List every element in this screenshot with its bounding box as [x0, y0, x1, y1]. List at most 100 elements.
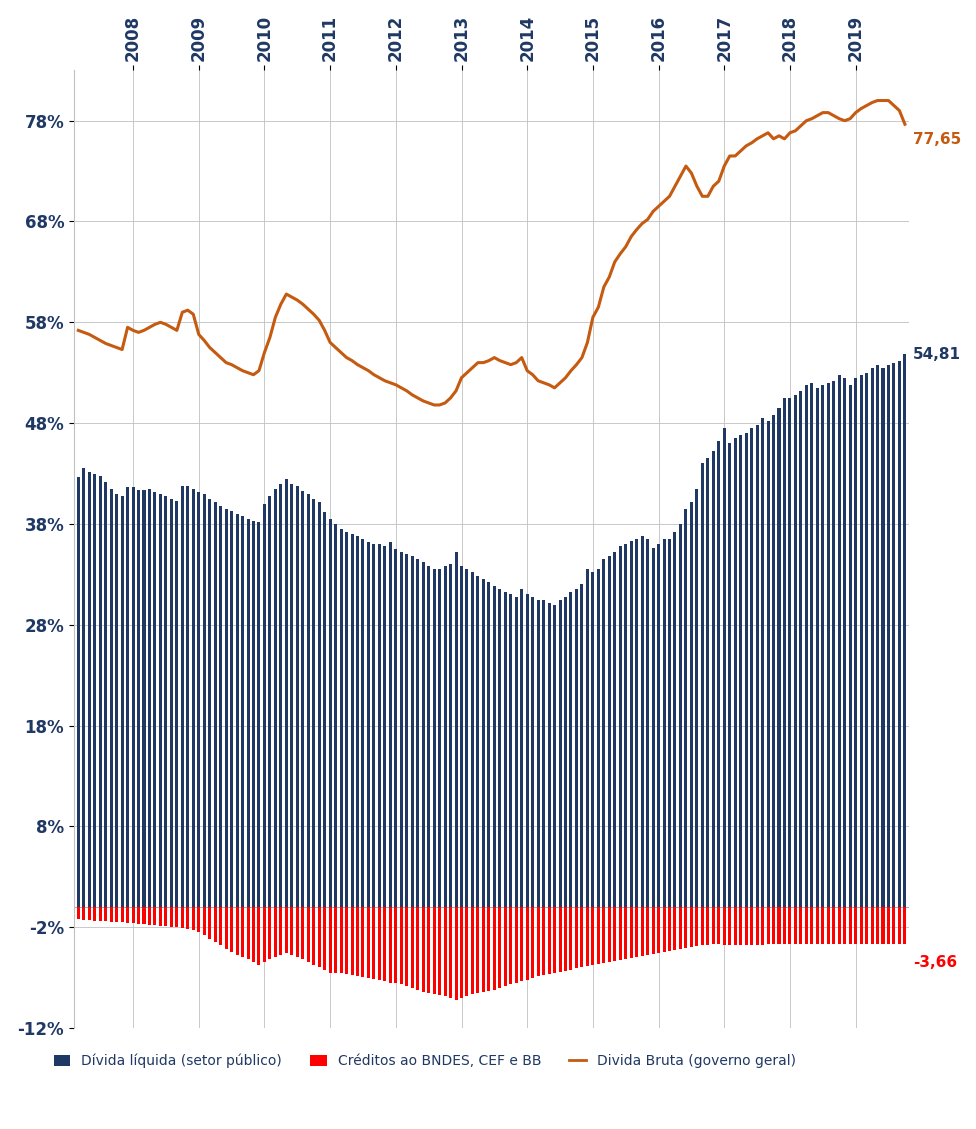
- Bar: [778, 907, 781, 944]
- Bar: [274, 489, 277, 907]
- Bar: [723, 428, 726, 907]
- Bar: [137, 907, 140, 925]
- Bar: [827, 383, 830, 907]
- Bar: [400, 552, 403, 907]
- Text: 77,65: 77,65: [914, 132, 961, 147]
- Bar: [690, 907, 693, 947]
- Bar: [892, 362, 895, 907]
- Bar: [438, 569, 441, 907]
- Bar: [581, 907, 584, 968]
- Bar: [751, 428, 753, 907]
- Bar: [224, 509, 227, 907]
- Bar: [302, 491, 305, 907]
- Bar: [679, 524, 682, 907]
- Bar: [432, 907, 435, 994]
- Bar: [181, 907, 183, 928]
- Bar: [783, 397, 786, 907]
- Bar: [499, 589, 502, 907]
- Bar: [499, 907, 502, 988]
- Bar: [810, 383, 813, 907]
- Bar: [755, 426, 758, 907]
- Bar: [701, 907, 704, 945]
- Bar: [892, 907, 895, 944]
- Bar: [816, 907, 819, 944]
- Bar: [837, 375, 840, 907]
- Bar: [630, 907, 632, 959]
- Bar: [241, 907, 244, 957]
- Bar: [482, 579, 485, 907]
- Bar: [285, 479, 288, 907]
- Bar: [263, 907, 265, 962]
- Bar: [235, 514, 238, 907]
- Bar: [220, 907, 223, 945]
- Bar: [821, 385, 825, 907]
- Bar: [460, 907, 463, 998]
- Bar: [77, 476, 80, 907]
- Bar: [471, 907, 474, 994]
- Bar: [176, 501, 179, 907]
- Bar: [230, 907, 233, 953]
- Bar: [312, 907, 315, 965]
- Bar: [860, 907, 863, 944]
- Bar: [537, 907, 540, 975]
- Bar: [394, 549, 397, 907]
- Bar: [279, 907, 282, 955]
- Bar: [723, 907, 726, 945]
- Bar: [340, 530, 343, 907]
- Bar: [602, 907, 605, 963]
- Bar: [564, 907, 567, 971]
- Bar: [734, 438, 737, 907]
- Bar: [455, 552, 458, 907]
- Bar: [635, 907, 638, 957]
- Bar: [208, 499, 211, 907]
- Bar: [214, 907, 217, 943]
- Bar: [482, 907, 485, 991]
- Bar: [608, 557, 611, 907]
- Bar: [679, 907, 682, 949]
- Bar: [668, 539, 671, 907]
- Bar: [476, 576, 479, 907]
- Bar: [263, 504, 265, 907]
- Legend: Dívida líquida (setor público), Créditos ao BNDES, CEF e BB, Divida Bruta (gover: Dívida líquida (setor público), Créditos…: [48, 1048, 801, 1074]
- Bar: [394, 907, 397, 982]
- Bar: [548, 603, 550, 907]
- Bar: [591, 572, 594, 907]
- Bar: [548, 907, 550, 973]
- Bar: [881, 368, 884, 907]
- Bar: [537, 599, 540, 907]
- Bar: [586, 569, 589, 907]
- Bar: [164, 907, 168, 926]
- Bar: [214, 501, 217, 907]
- Bar: [739, 907, 742, 945]
- Bar: [373, 544, 376, 907]
- Bar: [805, 385, 808, 907]
- Bar: [449, 564, 452, 907]
- Bar: [625, 544, 628, 907]
- Bar: [306, 907, 309, 962]
- Bar: [94, 473, 97, 907]
- Bar: [224, 907, 227, 949]
- Bar: [876, 907, 879, 944]
- Bar: [821, 907, 825, 944]
- Bar: [690, 501, 693, 907]
- Bar: [334, 907, 337, 972]
- Bar: [663, 539, 666, 907]
- Bar: [793, 907, 797, 944]
- Bar: [640, 907, 643, 956]
- Bar: [849, 907, 852, 944]
- Bar: [487, 583, 490, 907]
- Bar: [843, 907, 846, 944]
- Bar: [805, 907, 808, 944]
- Bar: [132, 907, 135, 924]
- Bar: [323, 907, 326, 970]
- Bar: [668, 907, 671, 952]
- Bar: [460, 567, 463, 907]
- Bar: [673, 907, 676, 951]
- Bar: [109, 489, 112, 907]
- Bar: [799, 907, 802, 944]
- Bar: [99, 907, 102, 921]
- Bar: [416, 559, 420, 907]
- Bar: [252, 907, 255, 962]
- Bar: [411, 907, 414, 988]
- Bar: [684, 907, 687, 948]
